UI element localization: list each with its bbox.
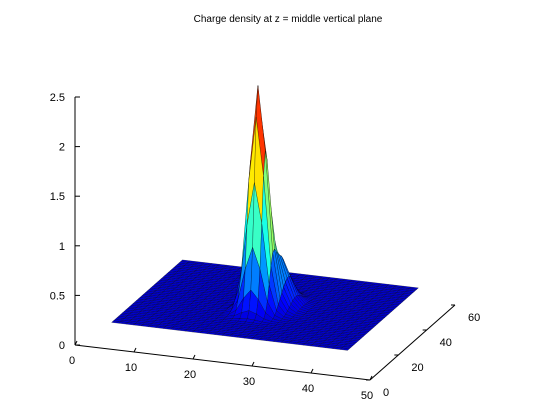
x-tick-mark <box>310 368 314 374</box>
x-tick-label: 0 <box>69 355 75 367</box>
y-tick-label: 60 <box>468 312 480 324</box>
y-tick-label: 20 <box>411 362 423 374</box>
x-tick-label: 30 <box>243 376 255 388</box>
surface-patch <box>339 347 350 351</box>
x-tick-mark <box>133 347 137 353</box>
x-axis-line <box>74 344 371 381</box>
x-tick-label: 40 <box>302 383 314 395</box>
z-tick-label: 2 <box>59 142 65 154</box>
x-tick-label: 10 <box>125 362 137 374</box>
z-tick-label: 0 <box>59 340 65 352</box>
z-tick-label: 1.5 <box>50 191 65 203</box>
x-tick-mark <box>369 375 373 381</box>
y-tick-label: 0 <box>383 387 389 399</box>
z-tick-label: 1 <box>59 241 65 253</box>
x-tick-label: 20 <box>184 369 196 381</box>
x-tick-mark <box>74 340 78 346</box>
x-tick-mark <box>192 354 196 360</box>
axes: 0 10 20 30 40 50 0 20 40 60 0 0.5 1 1.5 2 2.5 <box>50 92 481 402</box>
y-tick-label: 40 <box>440 337 452 349</box>
z-tick-label: 2.5 <box>50 92 65 104</box>
y-axis-line <box>369 304 456 381</box>
x-tick-mark <box>251 361 255 367</box>
surface <box>111 85 419 351</box>
z-tick-label: 0.5 <box>50 290 65 302</box>
x-tick-label: 50 <box>361 390 373 402</box>
chart-title: Charge density at z = middle vertical pl… <box>194 14 383 25</box>
